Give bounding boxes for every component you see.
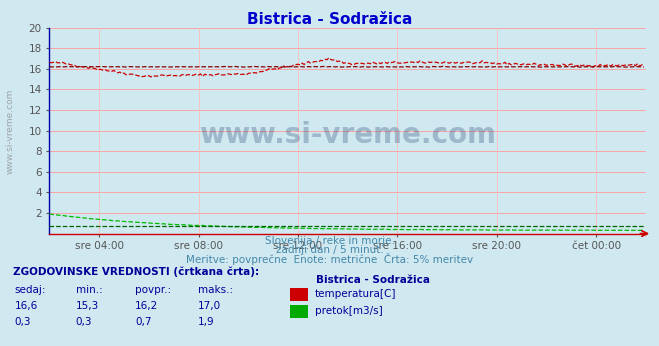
Text: 0,3: 0,3 [76,317,92,327]
Text: Bistrica - Sodražica: Bistrica - Sodražica [316,275,430,285]
Text: sedaj:: sedaj: [14,285,46,295]
Text: temperatura[C]: temperatura[C] [315,289,397,299]
Text: 16,6: 16,6 [14,301,38,311]
Text: pretok[m3/s]: pretok[m3/s] [315,306,383,316]
Text: www.si-vreme.com: www.si-vreme.com [199,121,496,149]
Text: 0,3: 0,3 [14,317,31,327]
Text: Bistrica - Sodražica: Bistrica - Sodražica [247,12,412,27]
Text: zadnji dan / 5 minut.: zadnji dan / 5 minut. [275,245,384,255]
Text: 0,7: 0,7 [135,317,152,327]
Text: 1,9: 1,9 [198,317,214,327]
Text: povpr.:: povpr.: [135,285,171,295]
Text: maks.:: maks.: [198,285,233,295]
Text: Meritve: povprečne  Enote: metrične  Črta: 5% meritev: Meritve: povprečne Enote: metrične Črta:… [186,253,473,265]
Text: 16,2: 16,2 [135,301,158,311]
Text: www.si-vreme.com: www.si-vreme.com [5,89,14,174]
Text: min.:: min.: [76,285,103,295]
Text: 15,3: 15,3 [76,301,99,311]
Text: Slovenija / reke in morje.: Slovenija / reke in morje. [264,236,395,246]
Text: ZGODOVINSKE VREDNOSTI (črtkana črta):: ZGODOVINSKE VREDNOSTI (črtkana črta): [13,266,259,277]
Text: 17,0: 17,0 [198,301,221,311]
